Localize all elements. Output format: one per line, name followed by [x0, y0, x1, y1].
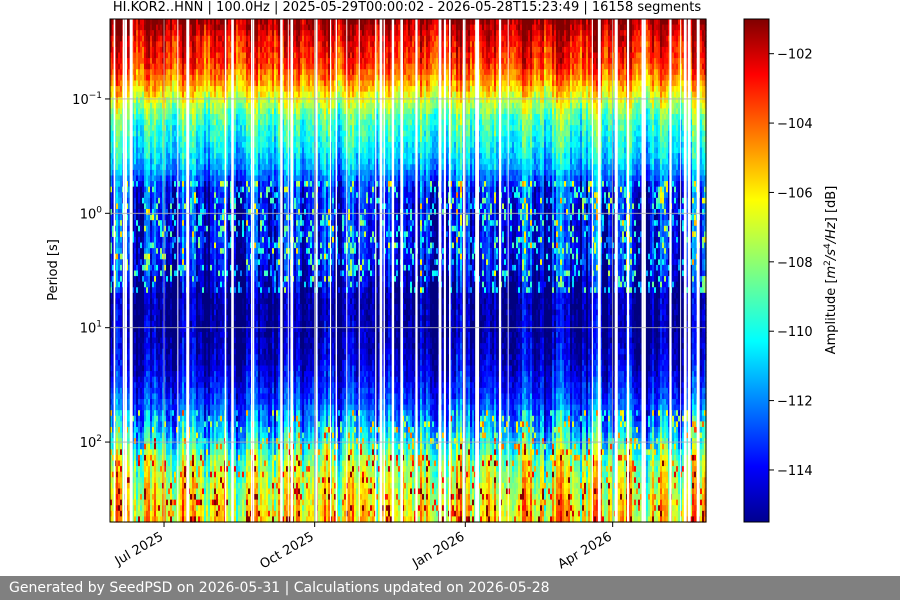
psd-spectrogram-chart: HI.KOR2..HNN | 100.0Hz | 2025-05-29T00:0…	[0, 0, 900, 576]
chart-title: HI.KOR2..HNN | 100.0Hz | 2025-05-29T00:0…	[113, 0, 702, 15]
heatmap-area	[110, 19, 707, 523]
